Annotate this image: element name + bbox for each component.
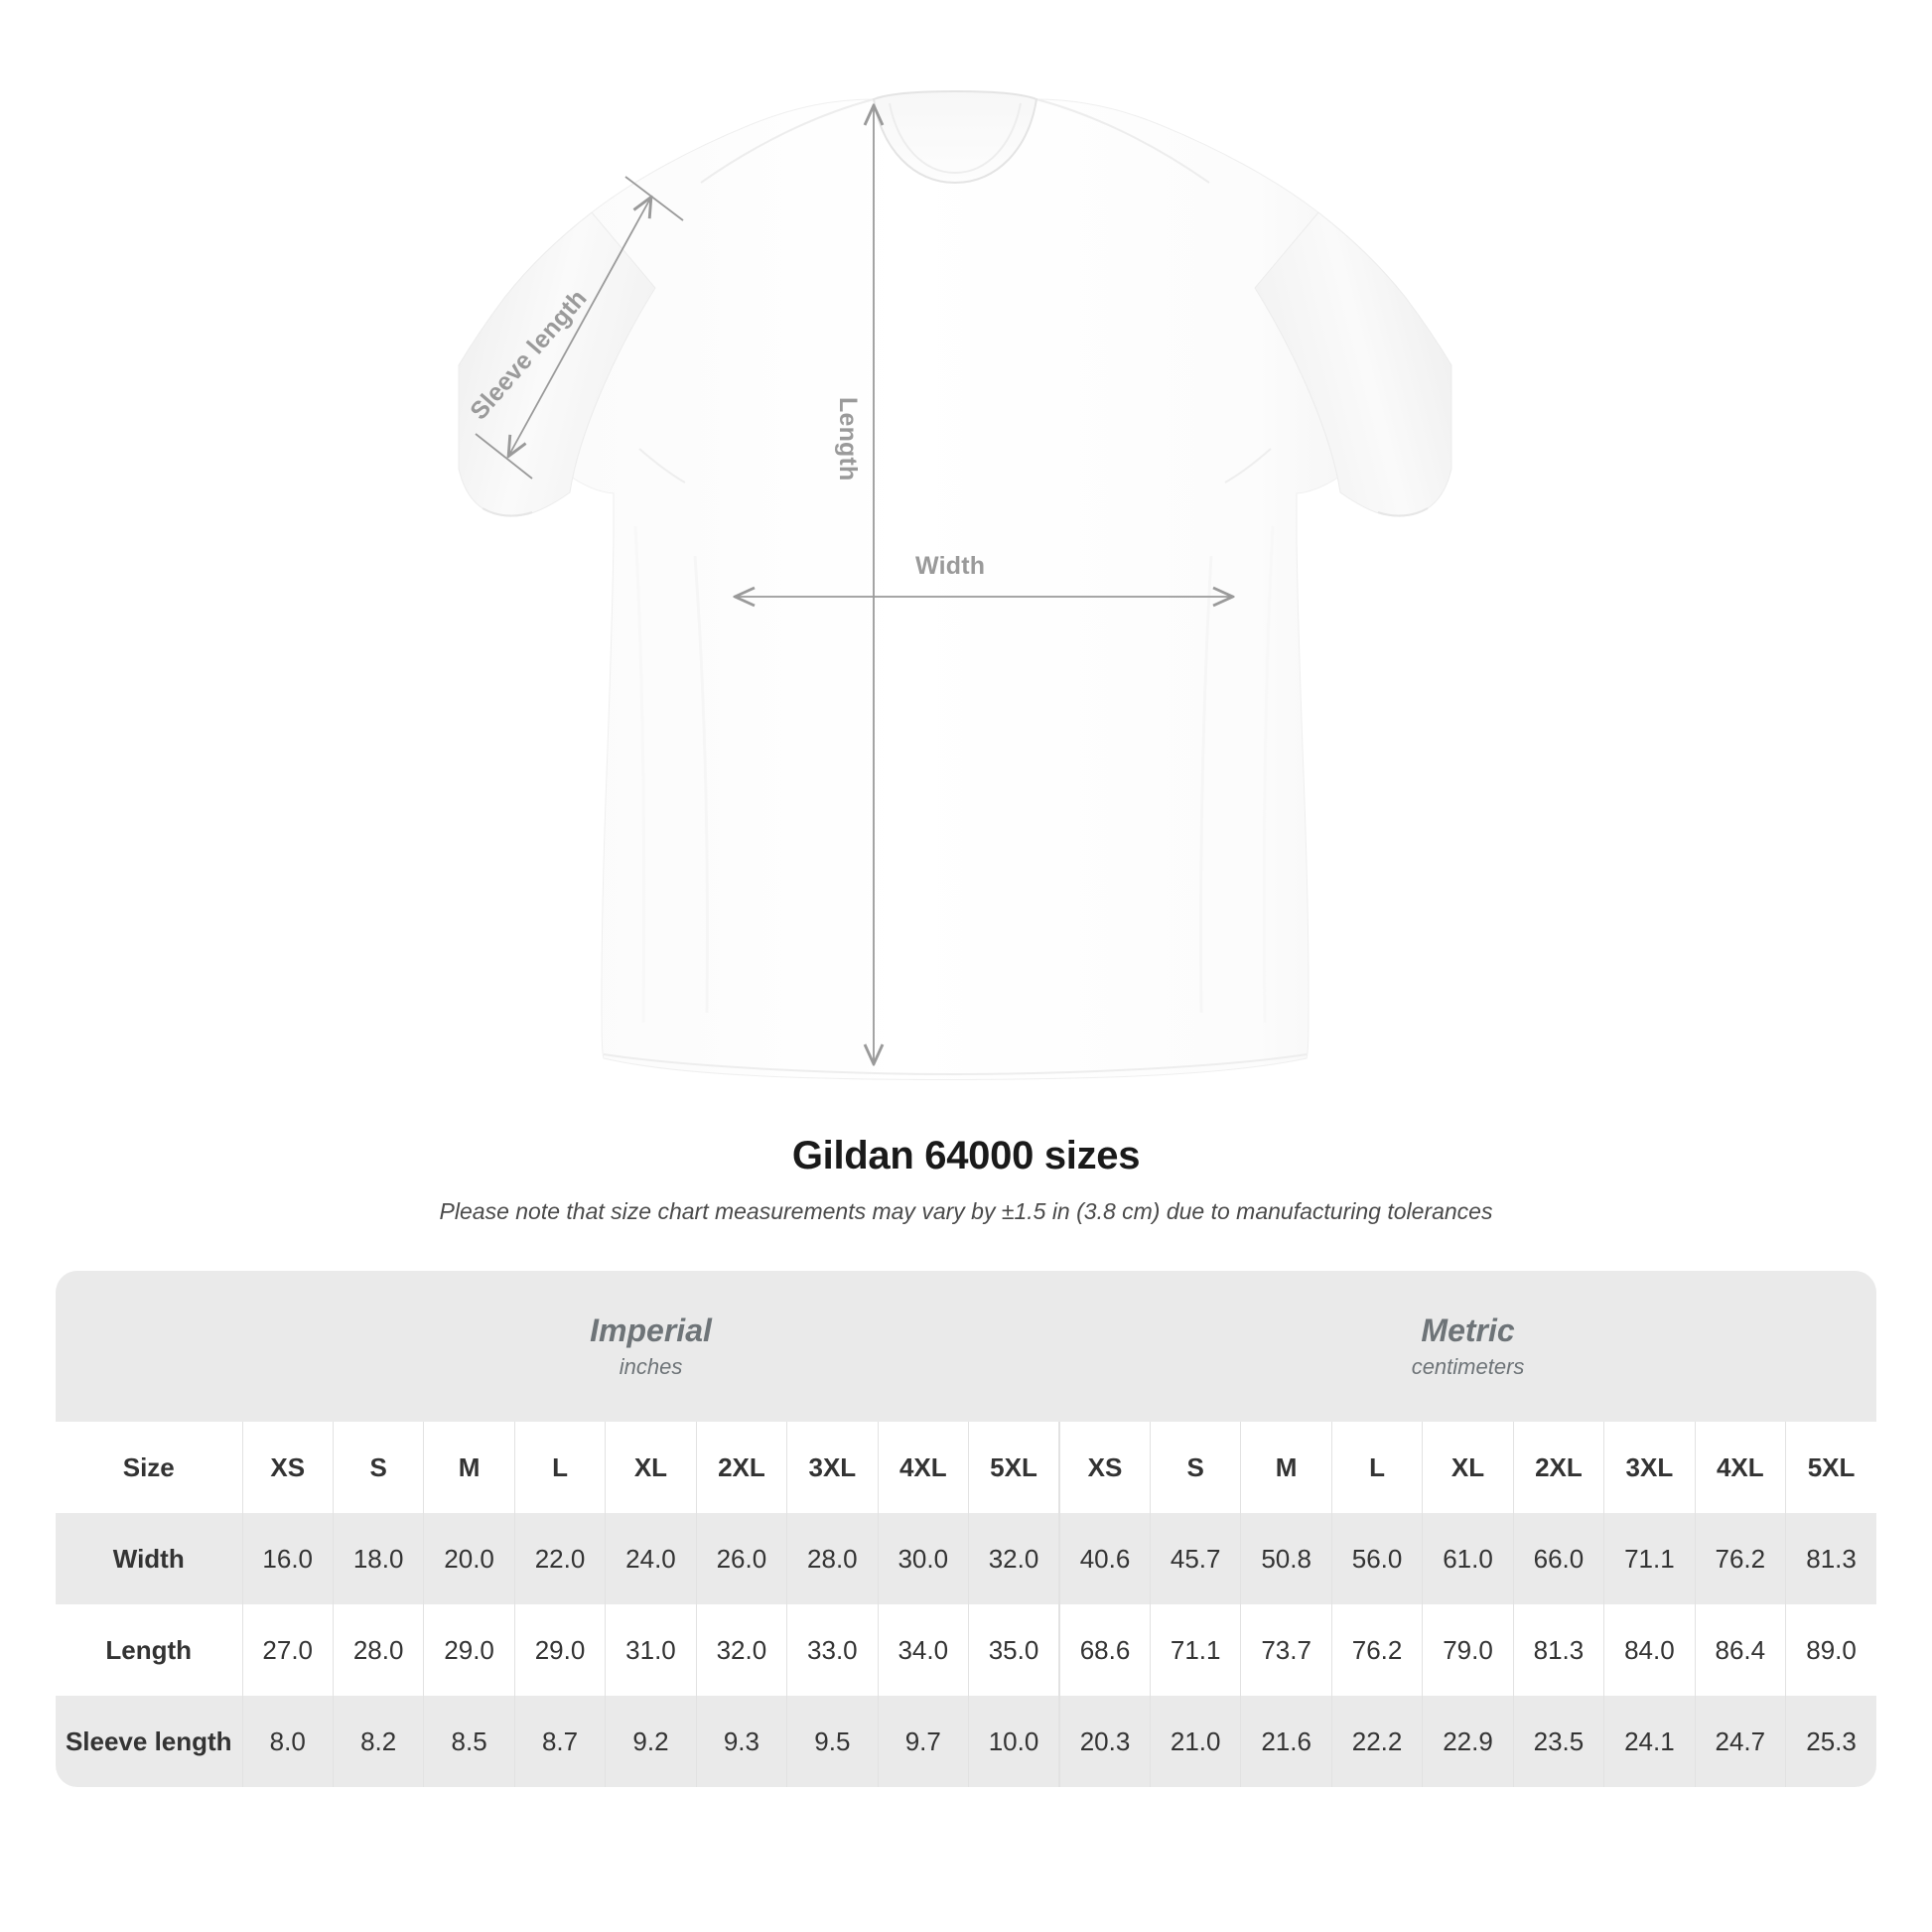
measurement-cell: 9.2 bbox=[605, 1696, 697, 1787]
measurement-cell: 24.0 bbox=[605, 1513, 697, 1604]
size-header-cell: 4XL bbox=[877, 1422, 969, 1513]
measurement-cell: 10.0 bbox=[968, 1696, 1060, 1787]
unit-group-subtitle: inches bbox=[619, 1353, 683, 1379]
tshirt-diagram: Width Length Sleeve length bbox=[458, 89, 1452, 1080]
measurement-cell: 84.0 bbox=[1603, 1604, 1696, 1696]
measurement-cell: 86.4 bbox=[1694, 1604, 1786, 1696]
measurement-cell: 35.0 bbox=[968, 1604, 1060, 1696]
measurement-cell: 71.1 bbox=[1603, 1513, 1696, 1604]
measurement-cell: 8.7 bbox=[513, 1696, 606, 1787]
measurement-cell: 21.0 bbox=[1149, 1696, 1241, 1787]
measurement-cell: 76.2 bbox=[1694, 1513, 1786, 1604]
table-corner-spacer bbox=[56, 1271, 242, 1422]
size-header-cell: XS bbox=[1058, 1422, 1151, 1513]
measurement-cell: 8.0 bbox=[241, 1696, 334, 1787]
size-header-cell: 3XL bbox=[786, 1422, 879, 1513]
measurement-cell: 26.0 bbox=[695, 1513, 787, 1604]
measurement-cell: 22.0 bbox=[513, 1513, 606, 1604]
row-label-width: Width bbox=[56, 1513, 242, 1604]
measurement-cell: 45.7 bbox=[1149, 1513, 1241, 1604]
measurement-cell: 76.2 bbox=[1330, 1604, 1423, 1696]
measurement-cell: 81.3 bbox=[1512, 1604, 1604, 1696]
table-row: Length 27.0 28.0 29.0 29.0 31.0 32.0 33.0 34.0 35… bbox=[56, 1604, 1877, 1696]
size-header-cell: M bbox=[1240, 1422, 1332, 1513]
unit-group-header-row: Imperial inches Metric centimeters bbox=[56, 1271, 1877, 1422]
table-row: Width 16.0 18.0 20.0 22.0 24.0 26.0 28.0 30.0 32.… bbox=[56, 1513, 1877, 1604]
measurement-cell: 8.5 bbox=[423, 1696, 515, 1787]
measurement-cell: 31.0 bbox=[605, 1604, 697, 1696]
measurement-cell: 32.0 bbox=[968, 1513, 1060, 1604]
measurement-cell: 22.9 bbox=[1422, 1696, 1514, 1787]
size-header-cell: 5XL bbox=[968, 1422, 1060, 1513]
size-header-cell: XL bbox=[605, 1422, 697, 1513]
size-header-cell: 4XL bbox=[1694, 1422, 1786, 1513]
unit-group-subtitle: centimeters bbox=[1411, 1353, 1525, 1379]
size-chart-table-container: Imperial inches Metric centimeters Size XS S M L… bbox=[56, 1271, 1877, 1787]
sleeve-measure-arrow bbox=[475, 176, 684, 480]
measurement-cell: 24.7 bbox=[1694, 1696, 1786, 1787]
measurement-cell: 29.0 bbox=[423, 1604, 515, 1696]
measurement-cell: 34.0 bbox=[877, 1604, 969, 1696]
measurement-cell: 24.1 bbox=[1603, 1696, 1696, 1787]
table-row: Sleeve length 8.0 8.2 8.5 8.7 9.2 9.3 9.5 9.7 10.… bbox=[56, 1696, 1877, 1787]
size-header-cell: S bbox=[332, 1422, 424, 1513]
size-header-cell: L bbox=[1330, 1422, 1423, 1513]
size-header-cell: L bbox=[513, 1422, 606, 1513]
measurement-cell: 68.6 bbox=[1058, 1604, 1151, 1696]
measurement-cell: 73.7 bbox=[1240, 1604, 1332, 1696]
unit-group-name: Imperial bbox=[590, 1311, 712, 1348]
size-header-cell: 2XL bbox=[695, 1422, 787, 1513]
tshirt-illustration bbox=[458, 89, 1452, 1080]
measurement-cell: 33.0 bbox=[786, 1604, 879, 1696]
measurement-cell: 71.1 bbox=[1149, 1604, 1241, 1696]
measurement-cell: 56.0 bbox=[1330, 1513, 1423, 1604]
measurement-cell: 81.3 bbox=[1785, 1513, 1877, 1604]
measurement-cell: 16.0 bbox=[241, 1513, 334, 1604]
unit-group-metric: Metric centimeters bbox=[1059, 1271, 1877, 1422]
size-header-cell: XL bbox=[1422, 1422, 1514, 1513]
measurement-cell: 18.0 bbox=[332, 1513, 424, 1604]
measurement-cell: 27.0 bbox=[241, 1604, 334, 1696]
size-chart-table: Imperial inches Metric centimeters Size XS S M L… bbox=[56, 1271, 1877, 1787]
page-title: Gildan 64000 sizes bbox=[791, 1134, 1141, 1177]
measurement-cell: 79.0 bbox=[1422, 1604, 1514, 1696]
row-label-size: Size bbox=[56, 1422, 242, 1513]
measurement-cell: 9.5 bbox=[786, 1696, 879, 1787]
chart-header: Gildan 64000 sizes Please note that size… bbox=[0, 1134, 1932, 1225]
measurement-cell: 40.6 bbox=[1058, 1513, 1151, 1604]
size-header-cell: 5XL bbox=[1785, 1422, 1877, 1513]
row-label-length: Length bbox=[56, 1604, 242, 1696]
measurement-cell: 61.0 bbox=[1422, 1513, 1514, 1604]
measurement-cell: 21.6 bbox=[1240, 1696, 1332, 1787]
size-header-cell: 3XL bbox=[1603, 1422, 1696, 1513]
measurement-cell: 9.7 bbox=[877, 1696, 969, 1787]
measurement-cell: 89.0 bbox=[1785, 1604, 1877, 1696]
tolerance-note: Please note that size chart measurements… bbox=[439, 1198, 1493, 1224]
measurement-cell: 29.0 bbox=[513, 1604, 606, 1696]
measurement-cell: 32.0 bbox=[695, 1604, 787, 1696]
size-header-cell: 2XL bbox=[1512, 1422, 1604, 1513]
width-dimension-label: Width bbox=[915, 552, 986, 580]
shirt-body-shape bbox=[458, 89, 1452, 1080]
measurement-cell: 50.8 bbox=[1240, 1513, 1332, 1604]
unit-group-name: Metric bbox=[1421, 1311, 1515, 1348]
measurement-cell: 8.2 bbox=[332, 1696, 424, 1787]
measurement-cell: 66.0 bbox=[1512, 1513, 1604, 1604]
measurement-cell: 30.0 bbox=[877, 1513, 969, 1604]
length-dimension-label: Length bbox=[834, 397, 862, 482]
measurement-cell: 22.2 bbox=[1330, 1696, 1423, 1787]
measurement-cell: 20.0 bbox=[423, 1513, 515, 1604]
measurement-cell: 28.0 bbox=[786, 1513, 879, 1604]
measurement-cell: 28.0 bbox=[332, 1604, 424, 1696]
row-label-sleeve-length: Sleeve length bbox=[56, 1696, 242, 1787]
size-header-cell: S bbox=[1149, 1422, 1241, 1513]
measurement-cell: 9.3 bbox=[695, 1696, 787, 1787]
measurement-cell: 23.5 bbox=[1512, 1696, 1604, 1787]
size-header-cell: M bbox=[423, 1422, 515, 1513]
measurement-cell: 25.3 bbox=[1785, 1696, 1877, 1787]
size-header-row: Size XS S M L XL 2XL 3XL 4XL 5XL XS S M L XL 2XL 3XL 4XL 5… bbox=[56, 1422, 1877, 1513]
measurement-cell: 20.3 bbox=[1058, 1696, 1151, 1787]
size-header-cell: XS bbox=[241, 1422, 334, 1513]
unit-group-imperial: Imperial inches bbox=[242, 1271, 1060, 1422]
